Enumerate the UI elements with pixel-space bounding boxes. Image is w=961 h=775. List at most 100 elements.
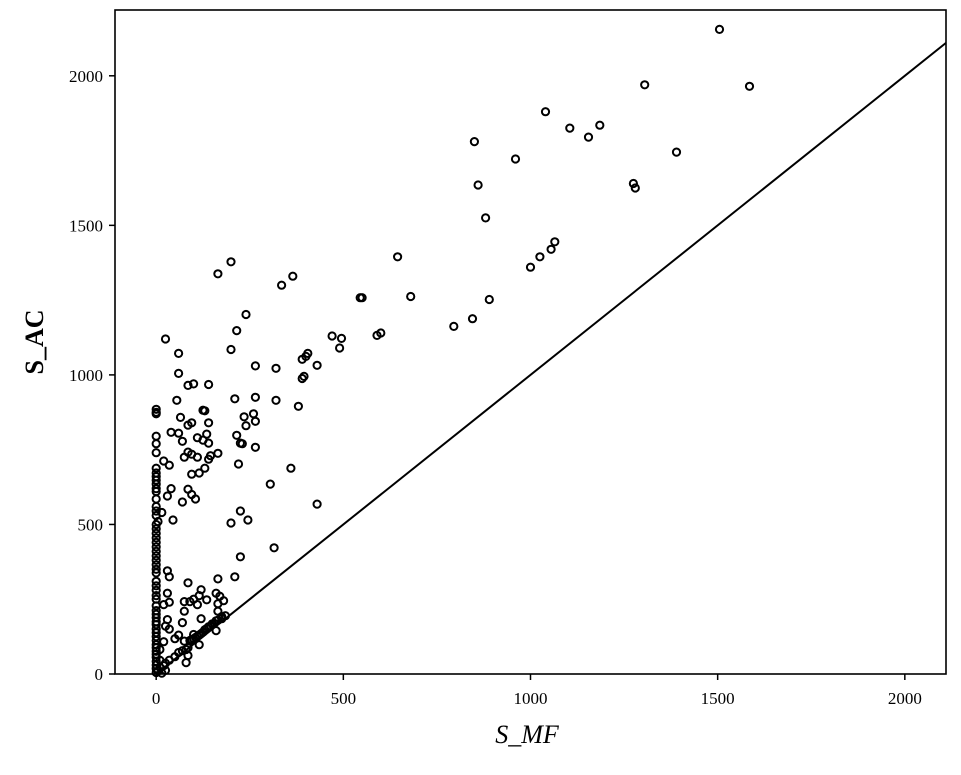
scatter-point <box>151 484 161 494</box>
scatter-point <box>196 614 206 624</box>
scatter-point <box>164 572 174 582</box>
scatter-point <box>481 213 491 223</box>
scatter-point <box>151 519 161 530</box>
scatter-point <box>671 147 682 157</box>
scatter-point <box>335 343 345 353</box>
scatter-point <box>239 412 249 422</box>
scatter-point <box>162 588 172 598</box>
scatter-point <box>204 418 214 428</box>
scatter-point <box>286 463 296 473</box>
scatter-point <box>525 262 536 272</box>
scatter-point <box>204 438 214 448</box>
scatter-point <box>211 626 221 636</box>
scatter-point <box>357 293 367 303</box>
scatter-point <box>372 330 382 340</box>
scatter-point <box>230 394 240 404</box>
scatter-point <box>179 597 189 607</box>
scatter-point <box>546 244 556 254</box>
scatter-point <box>213 269 223 279</box>
y-tick-label: 500 <box>78 515 104 534</box>
scatter-point <box>213 574 223 584</box>
y-tick-label: 1500 <box>69 216 103 235</box>
scatter-point <box>168 515 178 525</box>
scatter-point <box>185 597 195 607</box>
scatter-point <box>151 581 161 591</box>
x-tick-label: 1500 <box>701 689 735 708</box>
scatter-point <box>540 107 551 117</box>
scatter-point <box>194 640 204 650</box>
scatter-point <box>172 395 182 405</box>
scatter-point <box>200 406 210 416</box>
reference-line <box>155 42 947 675</box>
scatter-point <box>151 576 161 586</box>
scatter-point <box>226 257 236 267</box>
scatter-point <box>327 331 337 341</box>
scatter-point <box>151 475 161 485</box>
scatter-point <box>151 404 161 414</box>
scatter-point <box>151 448 161 458</box>
y-tick-label: 2000 <box>69 67 103 86</box>
scatter-point <box>288 271 298 281</box>
scatter-point <box>393 252 403 262</box>
scatter-point <box>204 454 214 464</box>
scatter-point <box>190 494 201 504</box>
scatter-point <box>159 637 169 647</box>
scatter-point <box>200 463 210 473</box>
scatter-point <box>714 24 725 34</box>
scatter-point <box>187 469 197 479</box>
scatter-point <box>269 543 279 553</box>
x-axis-ticks: 0 500 1000 1500 2000 <box>152 674 922 708</box>
scatter-point <box>250 361 260 371</box>
scatter-point <box>179 452 189 462</box>
scatter-point <box>179 606 189 616</box>
scatter-point <box>162 491 172 501</box>
x-tick-label: 1000 <box>514 689 548 708</box>
scatter-point <box>232 326 242 336</box>
scatter-point <box>151 524 161 534</box>
scatter-point <box>312 499 322 509</box>
scatter-point <box>406 291 416 302</box>
scatter-point <box>151 564 161 574</box>
scatter-point <box>484 294 494 305</box>
scatter-point <box>151 533 161 543</box>
scatter-point <box>277 280 287 290</box>
scatter-point <box>583 132 594 142</box>
scatter-point <box>449 321 459 331</box>
scatter-point <box>293 401 303 411</box>
scatter-point <box>550 237 560 247</box>
scatter-point <box>177 436 187 446</box>
scatter-point <box>232 430 242 440</box>
scatter-point <box>177 497 187 507</box>
scatter-point <box>235 552 245 562</box>
scatter-point <box>744 81 755 91</box>
scatter-point <box>151 501 161 512</box>
scatter-point <box>159 456 169 466</box>
scatter-point <box>235 506 245 516</box>
scatter-point <box>336 333 347 343</box>
y-axis-title: S_AC <box>20 309 49 374</box>
scatter-point <box>467 314 478 324</box>
x-axis-title: S_MF <box>495 720 560 749</box>
scatter-point <box>164 624 174 634</box>
scatter-point <box>151 601 161 611</box>
scatter-point <box>174 348 184 358</box>
scatter-point <box>241 421 251 431</box>
scatter-point <box>151 551 161 561</box>
scatter-point <box>174 368 184 378</box>
scatter-point <box>151 542 161 552</box>
scatter-point <box>189 379 199 389</box>
scatter-point <box>640 80 650 90</box>
scatter-point <box>230 572 240 582</box>
scatter-point <box>233 459 244 469</box>
scatter-point <box>312 360 322 370</box>
x-tick-label: 2000 <box>888 689 922 708</box>
scatter-point <box>151 591 161 601</box>
scatter-point <box>151 537 161 548</box>
scatter-point <box>473 180 483 190</box>
scatter-point <box>469 137 479 147</box>
scatter-point <box>192 600 202 610</box>
scatter-point <box>160 334 171 344</box>
scatter-point <box>175 412 186 422</box>
x-tick-label: 0 <box>152 689 161 708</box>
